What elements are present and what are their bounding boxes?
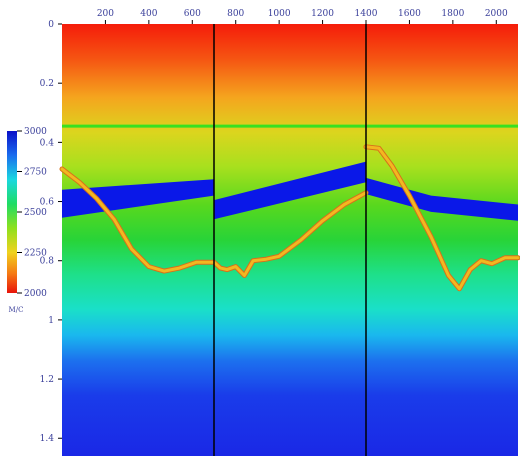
top-axis-tick-label: 1800 [441,9,464,19]
top-axis-tick-label: 800 [227,9,244,19]
high-velocity-layer-segment [214,161,366,220]
panel-divider-group [213,24,367,456]
velocity-field-background [62,24,518,456]
top-axis-tick-label: 2000 [485,9,508,19]
left-axis-tick-label: 1 [48,316,54,326]
top-axis-tick-label: 200 [97,9,114,19]
colorbar-axis: 3000 2750 2500 2250 2000 [17,127,47,299]
colorbar-tick-label: 3000 [24,127,47,137]
top-axis-tick-label: 600 [184,9,201,19]
colorbar-tick-label: 2750 [24,168,47,178]
velocity-curve [364,145,520,291]
velocity-curve-group [59,144,520,292]
top-axis-tick-label: 1200 [311,9,334,19]
colorbar [7,131,17,293]
top-axis-tick-label: 1000 [268,9,291,19]
top-axis-tick-label: 1600 [398,9,421,19]
left-axis-tick-label: 1.2 [40,375,54,385]
left-axis: 0 0.2 0.4 0.6 0.8 1 1.2 1.4 [40,20,62,444]
high-velocity-layer-segment [62,179,214,218]
top-axis: 200 400 600 800 1000 1200 1400 1600 1800 2000 [97,9,508,24]
left-axis-tick-label: 0.2 [40,79,54,89]
top-axis-tick-label: 1400 [355,9,378,19]
velocity-curve [60,167,368,277]
colorbar-tick-label: 2500 [24,208,47,218]
left-axis-tick-label: 0.6 [40,198,55,208]
left-axis-tick-label: 0.4 [40,138,55,148]
left-axis-tick-label: 0 [48,20,54,30]
high-velocity-layer-group [62,161,518,221]
left-axis-tick-label: 0.8 [40,257,55,267]
colorbar-tick-label: 2250 [24,249,47,259]
left-axis-tick-label: 1.4 [40,434,55,444]
colorbar-unit: M/C [9,306,24,314]
colorbar-tick-label: 2000 [24,289,47,299]
top-axis-tick-label: 400 [140,9,157,19]
